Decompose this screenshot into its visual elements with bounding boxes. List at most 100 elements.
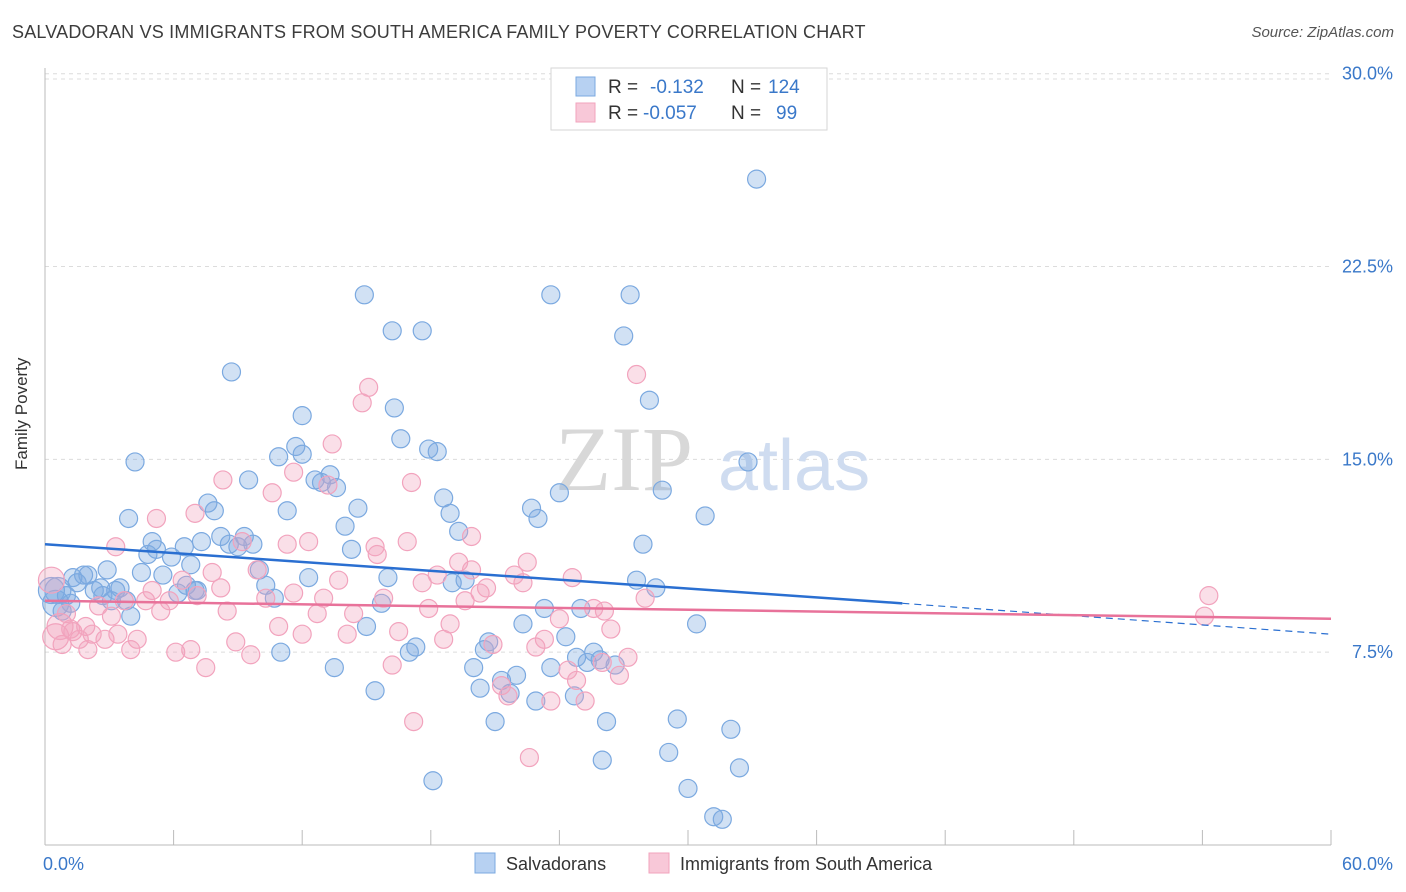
immigrants-point [159,591,179,611]
y-tick-label: 22.5% [1342,257,1393,277]
salvadorans-point [590,650,610,670]
legend-immigrants-label: Immigrants from South America [680,854,933,874]
immigrants-point [56,604,77,624]
immigrants-point [455,591,475,611]
immigrants-point [61,619,81,639]
data-points [37,169,1219,829]
salvadorans-point [729,758,750,778]
salvadorans-point [198,493,218,513]
immigrants-point [329,570,349,590]
immigrants-point [382,655,402,675]
zipatlas-watermark: ZIP atlas [555,408,870,510]
salvadorans-point [695,506,715,526]
salvadorans-trend-line [44,542,903,605]
salvadorans-point [721,719,741,739]
watermark-atlas: atlas [718,426,870,506]
x-tick-label: 60.0% [1342,854,1393,874]
salvadorans-point [365,681,385,701]
immigrants-point [601,619,621,639]
immigrants-point [401,472,422,493]
salvadorans-point [239,470,259,490]
immigrants-point [63,622,83,642]
salvadorans-point [142,532,162,552]
immigrants-point [232,532,252,552]
salvadorans-point [738,452,758,472]
legend-pink-swatch [575,102,596,123]
salvadorans-point [614,326,634,346]
immigrants-point [95,629,115,649]
immigrants-point [562,568,582,588]
immigrants-point [106,537,126,557]
immigrants-point [549,609,570,629]
salvadorans-point [391,429,411,449]
immigrants-point [46,612,74,641]
immigrants-point [337,624,357,644]
salvadorans-point [341,539,362,559]
immigrants-point [534,629,554,649]
immigrants-point [166,642,186,662]
immigrants-point [517,552,537,572]
salvadorans-point [513,614,533,634]
legend-blue-swatch [575,76,596,97]
salvadorans-point [526,691,546,711]
salvadorans-point [354,285,374,305]
immigrants-point [461,560,482,580]
salvadorans-point [549,483,570,503]
salvadorans-point [118,508,139,529]
legend-pink-r-value: -0.057 [643,103,697,124]
immigrants-point [82,624,102,644]
salvadorans-point [427,442,447,462]
chart-title: SALVADORAN VS IMMIGRANTS FROM SOUTH AMER… [12,22,866,42]
salvadorans-point [292,406,312,426]
immigrants-point [108,624,128,644]
immigrants-point [618,647,638,667]
immigrants-point [202,562,222,583]
immigrants-point [635,588,655,608]
immigrants-point [519,747,539,768]
salvadorans-point [378,568,398,588]
immigrants-point [196,658,216,678]
immigrants-point [211,578,231,598]
immigrants-point [37,566,66,594]
salvadorans-point [348,498,368,518]
salvadorans-point [442,573,462,593]
legend-blue-r-label: R = [608,77,638,98]
salvadorans-point [63,568,83,588]
salvadorans-point [633,534,653,554]
x-tick-label: 0.0% [43,854,84,874]
salvadorans-point [449,521,469,541]
salvadorans-point [423,771,443,791]
immigrants-point [594,601,615,621]
salvadorans-point [406,637,426,657]
salvadorans-point [521,498,542,518]
immigrants-point [404,711,424,732]
y-tick-label: 7.5% [1352,642,1393,662]
immigrants-point [419,598,439,619]
immigrants-point [262,483,282,503]
immigrants-point [374,588,394,608]
immigrants-point [498,686,518,706]
salvadorans-point [382,321,402,341]
salvadorans-point [277,501,297,521]
immigrants-point [185,503,205,523]
salvadorans-point [592,750,612,770]
immigrants-point [284,583,304,603]
salvadorans-point [204,501,224,521]
immigrants-point [344,604,364,624]
watermark-zip: ZIP [555,408,693,510]
immigrants-point [241,645,261,665]
immigrants-point [491,675,512,696]
immigrants-point [367,544,387,565]
legend-pink-n-label: N = [731,103,761,124]
immigrants-point [121,640,141,660]
immigrants-point [397,532,417,552]
salvadorans-point [506,665,527,685]
salvadorans-point [292,444,312,464]
immigrants-point [181,640,201,660]
salvadorans-point [620,285,640,305]
salvadorans-point [746,169,767,189]
salvadorans-point [485,711,505,732]
legend-salvadorans-swatch [474,852,496,874]
immigrants-point [1199,586,1219,606]
salvadorans-point [271,642,291,662]
